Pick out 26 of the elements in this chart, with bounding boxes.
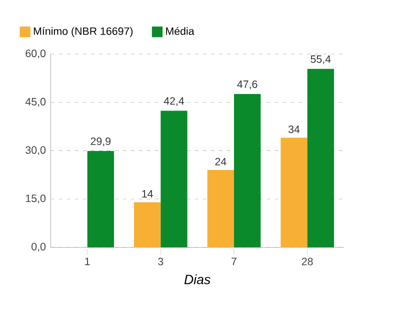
bar bbox=[280, 138, 308, 248]
data-label: 14 bbox=[142, 190, 153, 198]
bar bbox=[87, 150, 114, 248]
bar bbox=[207, 170, 234, 248]
data-label: 42,4 bbox=[164, 97, 184, 106]
data-label: 55,4 bbox=[310, 55, 331, 64]
data-label: 29,9 bbox=[90, 137, 111, 146]
x-tick-label: 28 bbox=[302, 258, 313, 266]
data-label: 34 bbox=[288, 126, 300, 134]
y-tick-label: 0,0 bbox=[32, 242, 46, 252]
y-tick-label: 15,0 bbox=[26, 194, 46, 204]
x-tick-label: 3 bbox=[158, 258, 164, 266]
x-tick-label: 1 bbox=[85, 258, 90, 266]
bar bbox=[307, 68, 334, 248]
x-tick-label: 7 bbox=[232, 258, 236, 266]
data-label: 47,6 bbox=[237, 80, 258, 90]
bar bbox=[234, 94, 261, 248]
y-tick-label: 45,0 bbox=[25, 98, 46, 107]
x-axis-title: Dias bbox=[184, 274, 210, 284]
y-tick-label: 30,0 bbox=[26, 146, 46, 156]
y-tick-label: 60,0 bbox=[26, 50, 46, 58]
bar bbox=[160, 110, 188, 248]
data-label: 24 bbox=[215, 158, 226, 166]
legend-label: Média bbox=[166, 26, 194, 35]
bar bbox=[134, 202, 161, 248]
legend-label: Mínimo (NBR 16697) bbox=[34, 26, 133, 38]
